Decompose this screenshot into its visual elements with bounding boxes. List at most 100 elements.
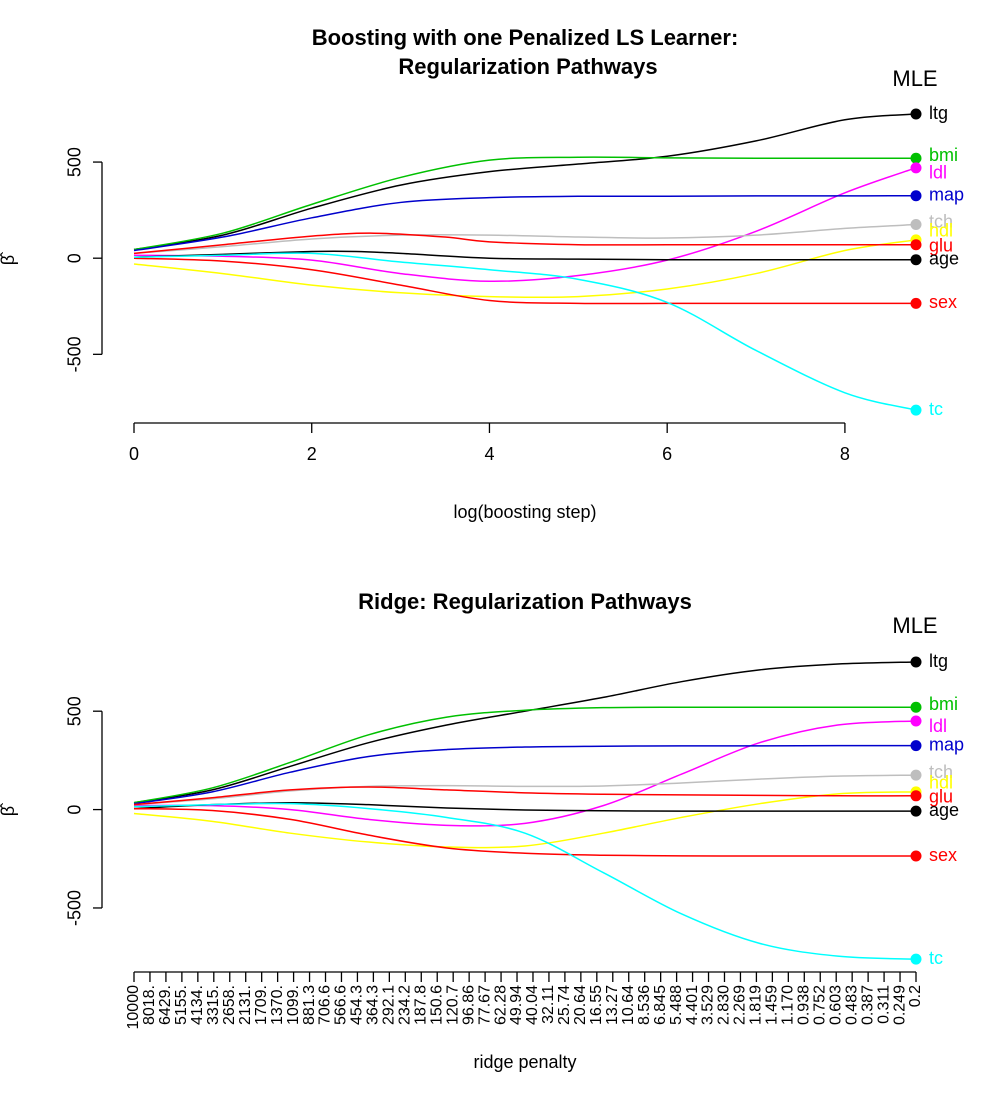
top-x-axis-label: log(boosting step) [453,502,596,522]
top-series-line-map [133,194,917,252]
top-series-label-ldl: ldl [929,163,947,183]
bottom-x-tick-label: 20.64 [572,985,589,1025]
bottom-x-tick-label: 0.938 [796,985,813,1025]
bottom-x-tick-label: 292.1 [381,985,398,1025]
top-y-axis-label: β̂ [0,252,18,265]
bottom-x-tick-label: 2658. [221,985,238,1025]
bottom-x-tick-label: 49.94 [508,985,525,1025]
bottom-x-tick-label: 3315. [205,985,222,1025]
bottom-x-tick-label: 16.55 [588,985,605,1025]
bottom-x-tick-label: 10.64 [620,985,637,1025]
bottom-x-tick-label: 150.6 [428,985,445,1025]
top-series-line-ltg [133,113,917,251]
bottom-series-label-ltg: ltg [929,651,948,671]
bottom-x-tick-label: 2.830 [716,985,733,1025]
bottom-x-tick-label: 77.67 [476,985,493,1025]
bottom-x-tick-label: 1099. [285,985,302,1025]
top-series-label-sex: sex [929,292,957,312]
bottom-x-tick-label: 25.74 [556,985,573,1025]
bottom-y-axis-label: β̂ [0,803,18,816]
bottom-x-tick-label: 0.483 [843,985,860,1025]
top-series-label-bmi: bmi [929,145,958,165]
bottom-mle-point-glu [910,790,922,802]
bottom-x-tick-label: 0.249 [891,985,908,1025]
top-mle-point-tch [910,219,922,231]
bottom-x-tick-label: 234.2 [397,985,414,1025]
bottom-x-tick-label: 5.488 [668,985,685,1025]
bottom-x-tick-label: 6429. [157,985,174,1025]
top-series-label-tch: tch [929,211,953,231]
top-series-label-tc: tc [929,399,943,419]
top-mle-point-ltg [910,108,922,120]
bottom-x-tick-label: 566.6 [333,985,350,1025]
bottom-x-tick-label: 62.28 [492,985,509,1025]
top-mle-point-glu [910,239,922,251]
top-series-label-glu: glu [929,235,953,255]
bottom-chart-title: Ridge: Regularization Pathways [358,589,692,614]
top-mle-point-ldl [910,162,922,174]
top-series-line-ldl [133,167,917,283]
bottom-x-tick-label: 2131. [237,985,254,1025]
bottom-x-tick-label: 1709. [253,985,270,1025]
bottom-series-label-ldl: ldl [929,716,947,736]
bottom-x-tick-label: 6.845 [652,985,669,1025]
bottom-y-tick-label: -500 [65,890,85,926]
bottom-x-tick-label: 8018. [141,985,158,1025]
top-series-line-sex [133,257,916,305]
bottom-x-tick-label: 5155. [173,985,190,1025]
bottom-x-axis-label: ridge penalty [473,1052,576,1072]
bottom-y-tick-label: 500 [65,696,85,726]
bottom-x-tick-label: 0.311 [875,985,892,1024]
bottom-x-tick-label: 706.6 [317,985,334,1025]
top-series-line-tc [133,252,917,411]
bottom-series-line-ldl [133,720,917,827]
bottom-x-tick-label: 4134. [189,985,206,1025]
bottom-plot-area: -500 0 500 100008018.6429.5155.4134.3315.26… [65,651,964,1030]
top-y-tick-label: 0 [65,253,85,263]
top-x-tick-label: 4 [484,444,494,464]
bottom-x-tick-label: 1370. [269,985,286,1025]
top-mle-point-tc [910,404,922,416]
bottom-series-line-map [133,744,917,805]
bottom-series-line-ltg [133,661,917,804]
top-mle-point-age [910,254,922,266]
top-series-label-ltg: ltg [929,103,948,123]
bottom-series-line-tc [133,802,917,960]
top-series-line-glu [133,232,916,255]
bottom-series-label-bmi: bmi [929,694,958,714]
bottom-series-label-tc: tc [929,948,943,968]
bottom-series-label-tch: tch [929,762,953,782]
bottom-mle-point-ltg [910,656,922,668]
bottom-x-tick-label: 1.819 [748,985,765,1025]
top-x-tick-label: 6 [662,444,672,464]
bottom-mle-point-map [910,740,922,752]
bottom-x-tick-label: 10000 [125,985,142,1030]
top-x-tick-label: 2 [307,444,317,464]
bottom-x-tick-label: 13.27 [604,985,621,1025]
bottom-mle-point-bmi [910,701,922,713]
bottom-x-tick-label: 0.387 [859,985,876,1025]
top-mle-point-map [910,190,922,202]
bottom-x-tick-label: 96.86 [460,985,477,1025]
top-chart-subtitle: Regularization Pathways [398,54,657,79]
top-series-line-hdl [133,239,917,299]
top-mle-point-bmi [910,152,922,164]
bottom-x-tick-label: 454.3 [349,985,366,1025]
top-series-line-age [133,250,916,261]
bottom-series-label-age: age [929,800,959,820]
bottom-series-line-sex [133,807,916,857]
top-chart-title: Boosting with one Penalized LS Learner: [312,25,739,50]
bottom-mle-point-sex [910,850,922,862]
bottom-series-line-hdl [133,791,917,849]
top-x-tick-label: 8 [840,444,850,464]
bottom-series-line-glu [133,786,917,806]
bottom-x-tick-label: 3.529 [700,985,717,1025]
top-mle-label: MLE [892,66,937,91]
bottom-x-tick-label: 0.603 [827,985,844,1025]
top-series-line-tch [133,223,917,255]
bottom-x-tick-label: 4.401 [684,985,701,1025]
bottom-x-tick-label: 0.2 [907,985,924,1007]
bottom-x-tick-label: 0.752 [811,985,828,1025]
